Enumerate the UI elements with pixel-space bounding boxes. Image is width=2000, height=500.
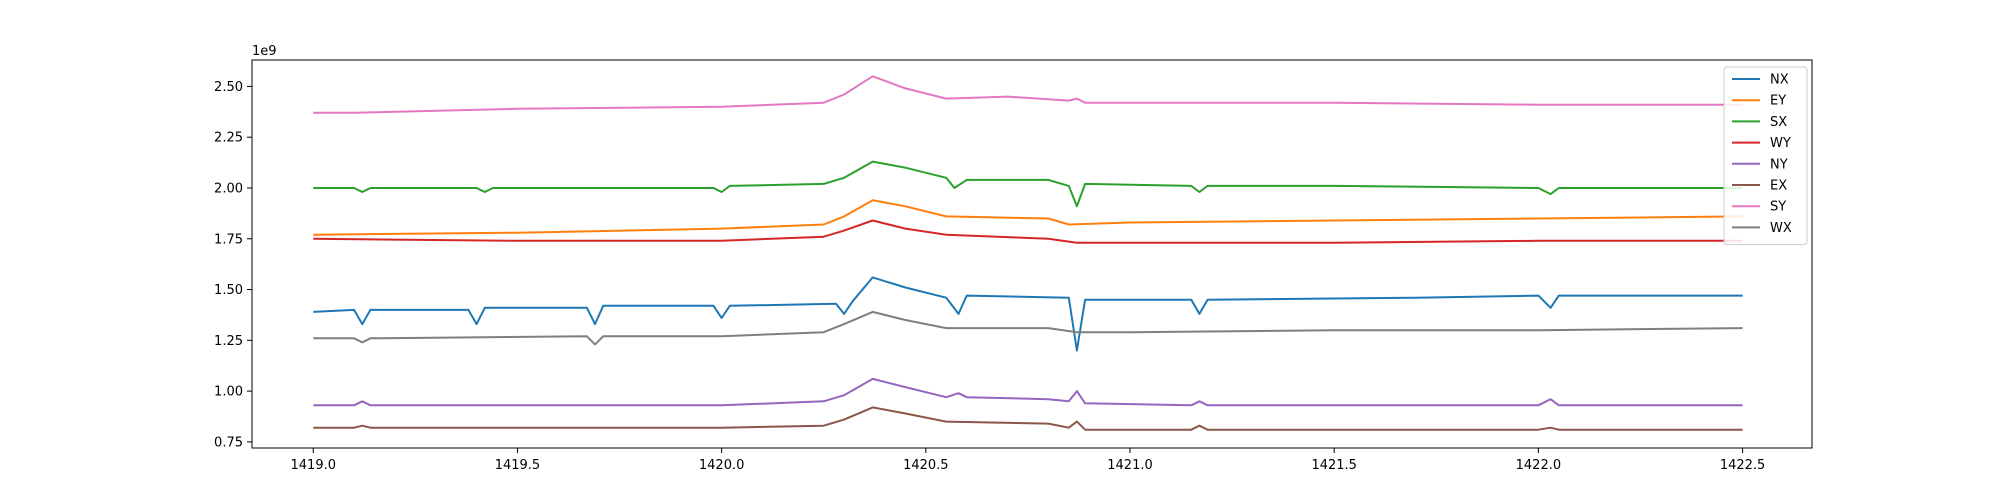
x-tick-label: 1421.5 (1311, 458, 1357, 473)
y-tick-label: 1.25 (214, 334, 243, 349)
series-line-sy (313, 75, 1743, 114)
series-line-ny (313, 377, 1743, 407)
series-line-ex (313, 406, 1743, 431)
y-tick-label: 0.75 (214, 435, 243, 450)
legend-label-ey: EY (1770, 94, 1786, 109)
legend-label-ny: NY (1770, 157, 1788, 172)
y-tick-label: 2.25 (214, 131, 243, 146)
legend-label-sy: SY (1770, 200, 1786, 215)
x-tick-label: 1420.0 (699, 458, 745, 473)
legend-label-ex: EX (1770, 179, 1787, 194)
y-tick-label: 2.00 (214, 181, 243, 196)
x-tick-label: 1419.5 (495, 458, 541, 473)
y-tick-label: 1.75 (214, 232, 243, 247)
y-tick-label: 1.50 (214, 283, 243, 298)
series-line-sx (313, 160, 1743, 208)
y-tick-label: 1.00 (214, 385, 243, 400)
x-tick-label: 1420.5 (903, 458, 949, 473)
legend-box (1723, 66, 1808, 246)
x-tick-label: 1419.0 (291, 458, 337, 473)
x-axis: 1419.0 1419.5 1420.0 1420.5 1421.0 1421.5 1422… (291, 448, 1766, 473)
legend-label-wx: WX (1770, 221, 1792, 236)
series-layer (313, 75, 1743, 431)
series-line-wx (313, 310, 1743, 346)
y-offset-text: 1e9 (252, 44, 277, 59)
series-line-wy (313, 219, 1743, 244)
x-tick-label: 1421.0 (1107, 458, 1153, 473)
legend: NX EY SX WY NY EX SY WX (1723, 66, 1808, 246)
y-tick-label: 2.50 (214, 80, 243, 95)
plot-frame (251, 59, 1813, 449)
series-line-ey (313, 199, 1743, 236)
legend-label-wy: WY (1770, 136, 1791, 151)
x-tick-label: 1422.0 (1516, 458, 1562, 473)
x-tick-label: 1422.5 (1720, 458, 1766, 473)
legend-label-nx: NX (1770, 73, 1789, 88)
legend-label-sx: SX (1770, 115, 1787, 130)
series-line-nx (313, 276, 1743, 352)
y-axis: 0.75 1.00 1.25 1.50 1.75 2.00 2.25 2.50 (214, 80, 252, 450)
